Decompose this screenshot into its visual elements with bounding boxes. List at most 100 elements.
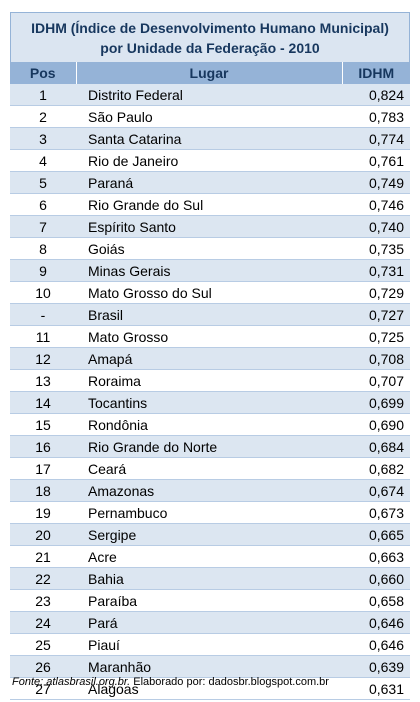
row-pos: 18	[10, 479, 76, 502]
table-row: 13 Roraima 0,707	[10, 369, 410, 392]
row-place: Ceará	[76, 457, 342, 480]
row-idhm: 0,673	[342, 501, 410, 524]
table-row: 15 Rondônia 0,690	[10, 413, 410, 436]
row-place: Goiás	[76, 237, 342, 260]
row-idhm: 0,735	[342, 237, 410, 260]
row-idhm: 0,824	[342, 84, 410, 106]
row-pos: 25	[10, 633, 76, 656]
table-row: 2 São Paulo 0,783	[10, 105, 410, 128]
table-row: 11 Mato Grosso 0,725	[10, 325, 410, 348]
row-pos: 3	[10, 127, 76, 150]
table-row: 7 Espírito Santo 0,740	[10, 215, 410, 238]
row-pos: 26	[10, 655, 76, 678]
header-row: Pos Lugar IDHM	[10, 62, 410, 84]
row-pos: 2	[10, 105, 76, 128]
row-place: Espírito Santo	[76, 215, 342, 238]
row-idhm: 0,729	[342, 281, 410, 304]
row-pos: 23	[10, 589, 76, 612]
table-row: 20 Sergipe 0,665	[10, 523, 410, 546]
row-pos: -	[10, 303, 76, 326]
row-idhm: 0,682	[342, 457, 410, 480]
row-idhm: 0,740	[342, 215, 410, 238]
idhm-table: Pos Lugar IDHM 1 Distrito Federal 0,824 2 Sã…	[10, 62, 410, 700]
source-credit: Elaborado por: dadosbr.blogspot.com.br	[133, 676, 329, 688]
row-idhm: 0,699	[342, 391, 410, 414]
row-idhm: 0,746	[342, 193, 410, 216]
row-place: Rio Grande do Norte	[76, 435, 342, 458]
title-line-1: IDHM (Índice de Desenvolvimento Humano M…	[31, 19, 389, 36]
row-pos: 21	[10, 545, 76, 568]
row-idhm: 0,631	[342, 677, 410, 700]
table-row: 1 Distrito Federal 0,824	[10, 84, 410, 106]
row-idhm: 0,707	[342, 369, 410, 392]
row-place: Mato Grosso	[76, 325, 342, 348]
row-idhm: 0,731	[342, 259, 410, 282]
row-idhm: 0,774	[342, 127, 410, 150]
row-pos: 12	[10, 347, 76, 370]
row-pos: 20	[10, 523, 76, 546]
row-pos: 24	[10, 611, 76, 634]
table-row: 8 Goiás 0,735	[10, 237, 410, 260]
row-pos: 4	[10, 149, 76, 172]
row-pos: 19	[10, 501, 76, 524]
row-place: Tocantins	[76, 391, 342, 414]
row-idhm: 0,639	[342, 655, 410, 678]
table-body: 1 Distrito Federal 0,824 2 São Paulo 0,783 3 Sa…	[10, 84, 410, 700]
row-pos: 27	[10, 677, 76, 700]
table-row: 5 Paraná 0,749	[10, 171, 410, 194]
table-row: 24 Pará 0,646	[10, 611, 410, 634]
row-idhm: 0,674	[342, 479, 410, 502]
row-idhm: 0,708	[342, 347, 410, 370]
row-place: Pernambuco	[76, 501, 342, 524]
table-row: 22 Bahia 0,660	[10, 567, 410, 590]
row-pos: 22	[10, 567, 76, 590]
row-idhm: 0,727	[342, 303, 410, 326]
row-place: Rio de Janeiro	[76, 149, 342, 172]
table-row: 17 Ceará 0,682	[10, 457, 410, 480]
row-pos: 14	[10, 391, 76, 414]
table-row: 14 Tocantins 0,699	[10, 391, 410, 414]
row-place: Roraima	[76, 369, 342, 392]
row-place: Amapá	[76, 347, 342, 370]
row-place: Distrito Federal	[76, 84, 342, 106]
table-row: 26 Maranhão 0,639	[10, 655, 410, 678]
row-place: Bahia	[76, 567, 342, 590]
row-place: Maranhão	[76, 655, 342, 678]
row-pos: 10	[10, 281, 76, 304]
row-place: Amazonas	[76, 479, 342, 502]
table-row: 25 Piauí 0,646	[10, 633, 410, 656]
row-idhm: 0,660	[342, 567, 410, 590]
row-pos: 8	[10, 237, 76, 260]
table-row: 19 Pernambuco 0,673	[10, 501, 410, 524]
row-place: Paraíba	[76, 589, 342, 612]
row-pos: 5	[10, 171, 76, 194]
row-idhm: 0,646	[342, 633, 410, 656]
table-row: 23 Paraíba 0,658	[10, 589, 410, 612]
table-row: 3 Santa Catarina 0,774	[10, 127, 410, 150]
table-row: 10 Mato Grosso do Sul 0,729	[10, 281, 410, 304]
row-pos: 11	[10, 325, 76, 348]
row-place: Acre	[76, 545, 342, 568]
row-place: Santa Catarina	[76, 127, 342, 150]
row-place: Brasil	[76, 303, 342, 326]
row-place: Piauí	[76, 633, 342, 656]
row-place: Minas Gerais	[76, 259, 342, 282]
row-pos: 17	[10, 457, 76, 480]
source-note: Fonte: atlasbrasil.org.br. Elaborado por…	[12, 676, 329, 688]
source-label: Fonte: atlasbrasil.org.br.	[12, 676, 131, 688]
row-place: Paraná	[76, 171, 342, 194]
row-pos: 15	[10, 413, 76, 436]
row-pos: 9	[10, 259, 76, 282]
row-idhm: 0,783	[342, 105, 410, 128]
row-idhm: 0,725	[342, 325, 410, 348]
row-idhm: 0,749	[342, 171, 410, 194]
row-place: Rondônia	[76, 413, 342, 436]
row-idhm: 0,658	[342, 589, 410, 612]
table-row: - Brasil 0,727	[10, 303, 410, 326]
table-row: 9 Minas Gerais 0,731	[10, 259, 410, 282]
row-place: Alagoas	[76, 677, 342, 700]
row-pos: 13	[10, 369, 76, 392]
row-place: Sergipe	[76, 523, 342, 546]
row-pos: 6	[10, 193, 76, 216]
